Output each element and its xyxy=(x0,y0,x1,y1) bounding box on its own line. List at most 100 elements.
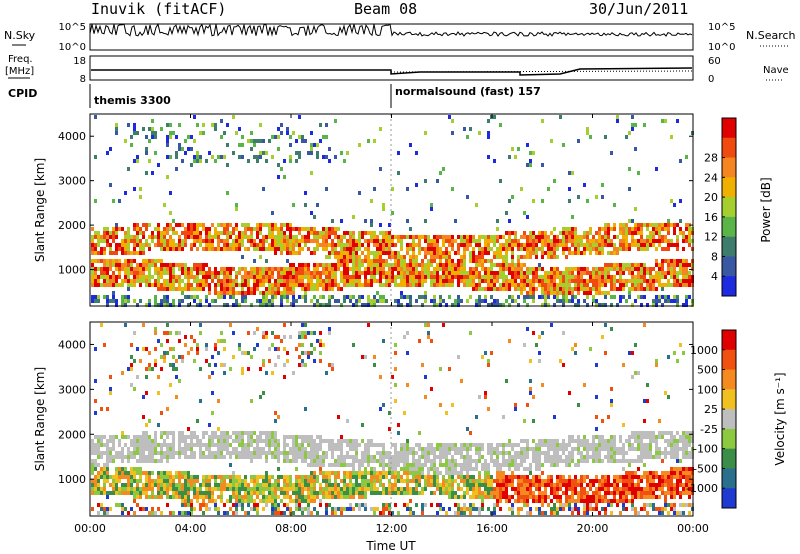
data-cell xyxy=(238,495,241,499)
data-cell xyxy=(130,443,133,447)
data-cell xyxy=(295,251,298,255)
data-cell xyxy=(235,303,238,307)
data-cell xyxy=(409,463,412,467)
data-cell xyxy=(220,239,223,243)
data-cell xyxy=(262,275,265,279)
data-cell xyxy=(343,247,346,251)
data-cell xyxy=(358,283,361,287)
data-cell xyxy=(508,295,511,299)
data-cell xyxy=(250,355,253,359)
data-cell xyxy=(601,283,604,287)
data-cell xyxy=(574,235,577,239)
data-cell xyxy=(292,487,295,491)
data-cell xyxy=(181,271,184,275)
data-cell xyxy=(268,247,271,251)
data-cell xyxy=(343,439,346,443)
data-cell xyxy=(169,363,172,367)
data-cell xyxy=(145,487,148,491)
data-cell xyxy=(166,135,169,139)
data-cell xyxy=(451,279,454,283)
data-cell xyxy=(688,239,691,243)
data-cell xyxy=(91,279,94,283)
data-cell xyxy=(409,299,412,303)
data-cell xyxy=(427,271,430,275)
data-cell xyxy=(235,455,238,459)
data-cell xyxy=(679,159,682,163)
data-cell xyxy=(469,455,472,459)
data-cell xyxy=(451,275,454,279)
data-cell xyxy=(523,275,526,279)
data-cell xyxy=(658,263,661,267)
data-cell xyxy=(493,287,496,291)
data-cell xyxy=(301,479,304,483)
data-cell xyxy=(520,279,523,283)
data-cell xyxy=(250,443,253,447)
data-cell xyxy=(280,299,283,303)
data-cell xyxy=(106,455,109,459)
data-cell xyxy=(250,147,253,151)
data-cell xyxy=(475,267,478,271)
data-cell xyxy=(352,343,355,347)
data-cell xyxy=(466,135,469,139)
data-cell xyxy=(445,487,448,491)
data-cell xyxy=(106,299,109,303)
data-cell xyxy=(589,247,592,251)
data-cell xyxy=(409,271,412,275)
data-cell xyxy=(478,247,481,251)
data-cell xyxy=(457,451,460,455)
data-cell xyxy=(553,303,556,307)
data-cell xyxy=(430,263,433,267)
data-cell xyxy=(298,295,301,299)
data-cell xyxy=(370,279,373,283)
data-cell xyxy=(322,495,325,499)
data-cell xyxy=(202,227,205,231)
data-cell xyxy=(196,155,199,159)
data-cell xyxy=(205,443,208,447)
data-cell xyxy=(166,299,169,303)
data-cell xyxy=(364,267,367,271)
data-cell xyxy=(136,239,139,243)
data-cell xyxy=(208,235,211,239)
data-cell xyxy=(424,395,427,399)
data-cell xyxy=(457,243,460,247)
data-cell xyxy=(352,235,355,239)
data-cell xyxy=(205,279,208,283)
data-cell xyxy=(232,479,235,483)
data-cell xyxy=(187,471,190,475)
data-cell xyxy=(466,479,469,483)
data-cell xyxy=(457,283,460,287)
data-cell xyxy=(217,487,220,491)
data-cell xyxy=(259,275,262,279)
data-cell xyxy=(289,239,292,243)
data-cell xyxy=(223,291,226,295)
data-cell xyxy=(127,227,130,231)
data-cell xyxy=(418,459,421,463)
data-cell xyxy=(151,275,154,279)
data-cell xyxy=(286,291,289,295)
data-cell xyxy=(388,487,391,491)
data-cell xyxy=(271,211,274,215)
data-cell xyxy=(259,239,262,243)
data-cell xyxy=(169,443,172,447)
data-cell xyxy=(259,491,262,495)
data-cell xyxy=(133,455,136,459)
data-cell xyxy=(268,475,271,479)
data-cell xyxy=(478,271,481,275)
data-cell xyxy=(277,239,280,243)
data-cell xyxy=(304,239,307,243)
data-cell xyxy=(109,283,112,287)
data-cell xyxy=(379,255,382,259)
data-cell xyxy=(490,451,493,455)
data-cell xyxy=(112,447,115,451)
data-cell xyxy=(271,435,274,439)
data-cell xyxy=(532,235,535,239)
data-cell xyxy=(271,135,274,139)
data-cell xyxy=(367,283,370,287)
data-cell xyxy=(211,243,214,247)
data-cell xyxy=(367,487,370,491)
data-cell xyxy=(373,279,376,283)
data-cell xyxy=(169,483,172,487)
data-cell xyxy=(328,487,331,491)
data-cell xyxy=(283,475,286,479)
data-cell xyxy=(130,143,133,147)
